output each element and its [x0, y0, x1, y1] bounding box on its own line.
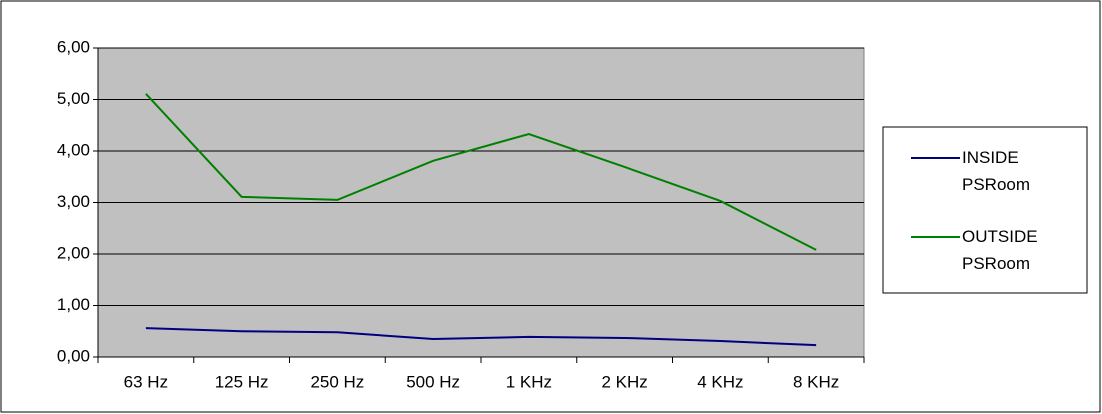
x-tick-label: 8 KHz: [793, 372, 839, 391]
x-tick-label: 250 Hz: [310, 372, 364, 391]
y-tick-label: 5,00: [57, 89, 90, 108]
x-tick-label: 500 Hz: [406, 372, 460, 391]
y-tick-label: 1,00: [57, 295, 90, 314]
x-tick-label: 1 KHz: [506, 372, 552, 391]
series-line: [145, 327, 817, 347]
series-line: [145, 93, 817, 251]
y-tick-label: 0,00: [57, 346, 90, 365]
legend-label: OUTSIDE PSRoom: [962, 227, 1038, 273]
y-tick-label: 2,00: [57, 243, 90, 262]
y-tick-label: 4,00: [57, 140, 90, 159]
legend-box: [882, 126, 1088, 294]
y-tick-label: 3,00: [57, 192, 90, 211]
x-tick-label: 4 KHz: [697, 372, 743, 391]
x-tick-label: 63 Hz: [124, 372, 168, 391]
x-tick-label: 125 Hz: [215, 372, 269, 391]
y-tick-label: 6,00: [57, 37, 90, 56]
legend-label: INSIDE PSRoom: [962, 148, 1031, 194]
x-tick-label: 2 KHz: [601, 372, 647, 391]
